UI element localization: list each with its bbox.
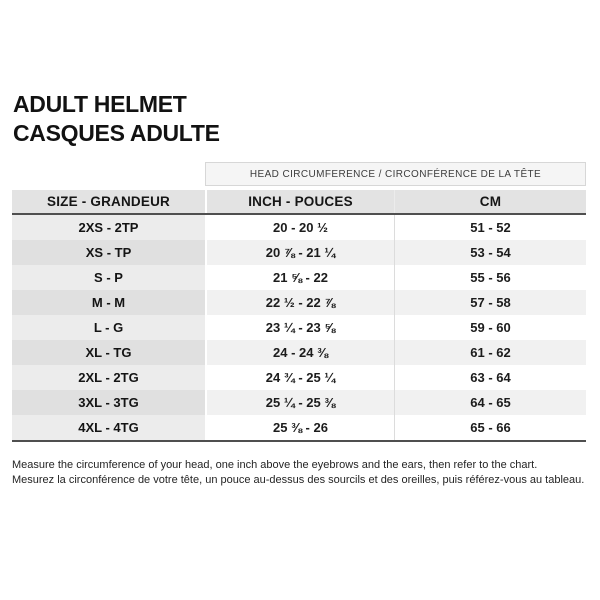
- cm-cell: 55 - 56: [394, 265, 586, 290]
- cm-cell: 51 - 52: [394, 215, 586, 240]
- inch-cell: 20 - 20 ½: [207, 215, 394, 240]
- table-row: L - G 23 ¼ - 23 ⅝ 59 - 60: [12, 315, 586, 340]
- column-header-cm: CM: [394, 190, 586, 213]
- table-row: 3XL - 3TG 25 ¼ - 25 ⅜ 64 - 65: [12, 390, 586, 415]
- table-bottom-rule: [12, 440, 586, 442]
- table-row: S - P 21 ⅝ - 22 55 - 56: [12, 265, 586, 290]
- table-row: 4XL - 4TG 25 ⅜ - 26 65 - 66: [12, 415, 586, 440]
- cm-cell: 57 - 58: [394, 290, 586, 315]
- inch-cell: 25 ⅜ - 26: [207, 415, 394, 440]
- inch-cell: 23 ¼ - 23 ⅝: [207, 315, 394, 340]
- table-row: 2XL - 2TG 24 ¾ - 25 ¼ 63 - 64: [12, 365, 586, 390]
- page-title-french: CASQUES ADULTE: [13, 120, 220, 146]
- instruction-english: Measure the circumference of your head, …: [12, 459, 538, 471]
- inch-cell: 20 ⅞ - 21 ¼: [207, 240, 394, 265]
- table-body: 2XS - 2TP 20 - 20 ½ 51 - 52 XS - TP 20 ⅞ - 2…: [12, 215, 586, 440]
- inch-cell: 25 ¼ - 25 ⅜: [207, 390, 394, 415]
- size-cell: 2XL - 2TG: [12, 365, 205, 390]
- head-circumference-header: HEAD CIRCUMFERENCE / CIRCONFÉRENCE DE LA…: [205, 162, 586, 186]
- size-cell: XL - TG: [12, 340, 205, 365]
- cm-cell: 65 - 66: [394, 415, 586, 440]
- size-cell: XS - TP: [12, 240, 205, 265]
- page-title: ADULT HELMET CASQUES ADULTE: [13, 90, 220, 148]
- measurement-instructions: Measure the circumference of your head, …: [12, 458, 588, 487]
- cm-cell: 59 - 60: [394, 315, 586, 340]
- size-cell: 2XS - 2TP: [12, 215, 205, 240]
- table-row: XS - TP 20 ⅞ - 21 ¼ 53 - 54: [12, 240, 586, 265]
- inch-cell: 22 ½ - 22 ⅞: [207, 290, 394, 315]
- page-title-english: ADULT HELMET: [13, 91, 187, 117]
- cm-cell: 64 - 65: [394, 390, 586, 415]
- size-cell: L - G: [12, 315, 205, 340]
- table-row: XL - TG 24 - 24 ⅜ 61 - 62: [12, 340, 586, 365]
- size-cell: 3XL - 3TG: [12, 390, 205, 415]
- cm-cell: 61 - 62: [394, 340, 586, 365]
- column-header-inch: INCH - POUCES: [207, 190, 394, 213]
- instruction-french: Mesurez la circonférence de votre tête, …: [12, 473, 585, 486]
- table-row: M - M 22 ½ - 22 ⅞ 57 - 58: [12, 290, 586, 315]
- size-cell: S - P: [12, 265, 205, 290]
- cm-cell: 63 - 64: [394, 365, 586, 390]
- size-chart-table: HEAD CIRCUMFERENCE / CIRCONFÉRENCE DE LA…: [12, 162, 586, 442]
- column-header-row: SIZE - GRANDEUR INCH - POUCES CM: [12, 190, 586, 213]
- column-header-size: SIZE - GRANDEUR: [12, 190, 205, 213]
- inch-cell: 24 ¾ - 25 ¼: [207, 365, 394, 390]
- table-top-rule: [12, 213, 586, 215]
- inch-cell: 21 ⅝ - 22: [207, 265, 394, 290]
- table-row: 2XS - 2TP 20 - 20 ½ 51 - 52: [12, 215, 586, 240]
- size-cell: M - M: [12, 290, 205, 315]
- cm-cell: 53 - 54: [394, 240, 586, 265]
- size-cell: 4XL - 4TG: [12, 415, 205, 440]
- inch-cell: 24 - 24 ⅜: [207, 340, 394, 365]
